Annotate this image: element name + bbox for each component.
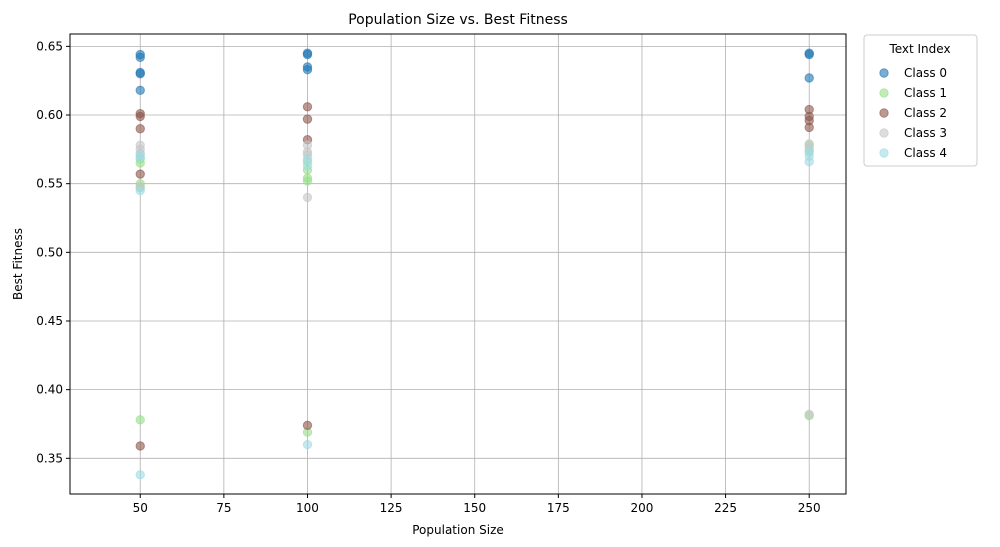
x-axis-ticks: 50 75 100 125 150 175 200 225 250 [133,494,821,515]
data-point [804,409,814,420]
data-point [135,52,145,63]
series-class-4 [135,146,814,480]
x-tick-label: 100 [296,501,319,515]
series-class-2 [135,102,814,451]
x-axis-label: Population Size [412,523,504,537]
x-tick-label: 225 [714,501,737,515]
x-tick-label: 200 [631,501,654,515]
data-point [135,470,145,480]
data-point [135,185,145,196]
y-tick-label: 0.60 [36,108,63,122]
legend-marker [879,128,889,138]
x-tick-label: 150 [463,501,486,515]
data-point [302,49,313,60]
legend-marker [879,88,889,98]
y-tick-label: 0.65 [36,39,63,53]
data-point [302,65,313,75]
x-tick-label: 75 [216,501,231,515]
legend: Text Index Class 0 Class 1 Class 2 Class 3 C… [863,34,978,167]
x-tick-label: 125 [380,501,403,515]
y-tick-label: 0.50 [36,245,63,259]
legend-label: Class 4 [904,146,947,160]
legend-label: Class 3 [904,126,947,140]
y-axis-ticks: 0.35 0.40 0.45 0.50 0.55 0.60 0.65 [36,39,70,465]
data-point [804,49,814,60]
data-point [302,439,313,450]
data-point [135,441,145,451]
chart-title: Population Size vs. Best Fitness [348,12,568,28]
legend-title: Text Index [888,42,950,56]
legend-label: Class 2 [904,106,947,120]
series-class-0 [135,48,814,95]
data-point [302,161,313,171]
data-point [302,192,313,203]
data-point [135,69,145,79]
data-point [135,169,145,179]
y-axis-label: Best Fitness [11,228,25,300]
y-tick-label: 0.40 [36,383,63,397]
y-tick-label: 0.35 [36,451,63,465]
x-tick-label: 250 [798,501,821,515]
data-point [302,114,313,124]
legend-box [863,34,978,167]
x-tick-label: 175 [547,501,570,515]
legend-marker [879,148,889,158]
data-point [804,157,814,167]
x-tick-label: 50 [133,501,148,515]
data-point [135,111,145,122]
data-point [302,420,313,431]
data-point [135,85,145,95]
legend-label: Class 1 [904,86,947,100]
y-tick-label: 0.55 [36,177,63,191]
legend-marker [879,108,889,118]
data-point [302,176,313,186]
data-point [135,124,145,134]
y-tick-label: 0.45 [36,314,63,328]
grid-lines [70,34,846,494]
data-point [135,152,145,163]
data-points [135,48,814,480]
data-point [135,415,145,425]
legend-marker [879,68,889,78]
data-point [302,102,313,112]
legend-label: Class 0 [904,66,947,80]
data-point [804,122,814,133]
plot-frame [69,33,847,495]
data-point [804,73,814,83]
